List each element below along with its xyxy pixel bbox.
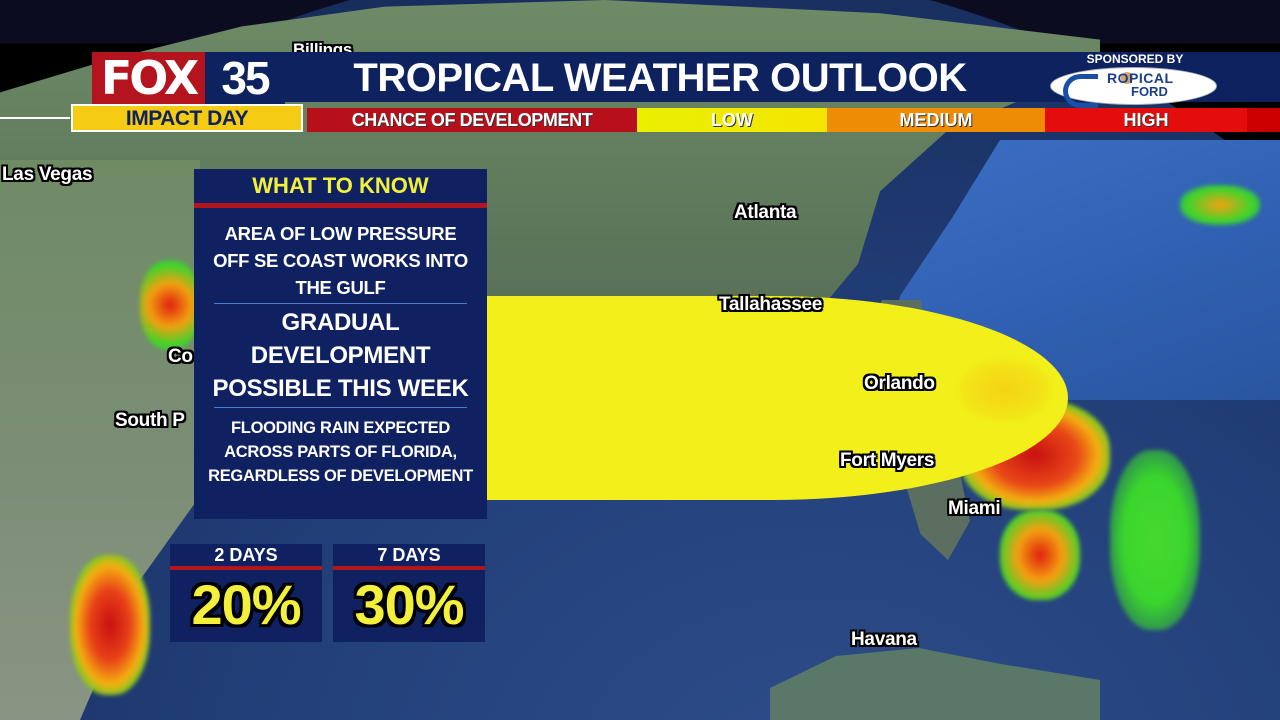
sponsor-logo-sun-icon — [1121, 72, 1133, 84]
header-accent-line — [0, 117, 70, 119]
scale-end-cap — [1247, 108, 1280, 132]
scale-level-medium: MEDIUM — [827, 108, 1045, 132]
station-logo-number: 35 — [205, 52, 285, 104]
impact-day-badge: IMPACT DAY — [71, 104, 303, 132]
know-item-low-pressure: AREA OF LOW PRESSURE OFF SE COAST WORKS … — [213, 223, 468, 298]
panel-divider — [214, 407, 467, 408]
radar-cell-south — [1000, 510, 1080, 600]
panel-divider-red — [194, 203, 487, 208]
odds-divider — [170, 566, 322, 570]
city-label-las-vegas: Las Vegas — [2, 164, 93, 185]
sponsor-logo-line2: FORD — [1131, 84, 1168, 99]
what-to-know-panel: WHAT TO KNOW AREA OF LOW PRESSURE OFF SE… — [194, 169, 487, 519]
odds-value: 30% — [354, 573, 464, 636]
city-label-fort-myers: Fort Myers — [840, 450, 935, 471]
sponsor-logo-line1: ROPICAL — [1107, 70, 1174, 86]
know-item-flooding: FLOODING RAIN EXPECTED ACROSS PARTS OF F… — [208, 419, 473, 485]
know-item-development: GRADUAL DEVELOPMENT POSSIBLE THIS WEEK — [212, 309, 469, 402]
odds-divider — [333, 566, 485, 570]
city-label-atlanta: Atlanta — [734, 202, 797, 223]
city-label-tallahassee: Tallahassee — [719, 294, 823, 315]
radar-in-cone — [960, 360, 1050, 420]
city-label-south-padre: South P — [115, 410, 185, 431]
page-title: TROPICAL WEATHER OUTLOOK — [353, 56, 967, 100]
city-label-orlando: Orlando — [864, 373, 935, 394]
sponsor-logo[interactable]: ROPICAL FORD — [1050, 67, 1217, 108]
odds-7-day: 7 DAYS 30% — [333, 544, 485, 642]
station-logo-fox: FOX — [92, 52, 205, 104]
development-scale-legend: CHANCE OF DEVELOPMENT LOW MEDIUM HIGH — [307, 108, 1280, 132]
radar-cell-texas — [140, 260, 200, 350]
radar-cell-northeast — [1180, 185, 1260, 225]
panel-heading: WHAT TO KNOW — [252, 173, 429, 198]
odds-2-day: 2 DAYS 20% — [170, 544, 322, 642]
city-label-miami: Miami — [948, 498, 1001, 519]
radar-cell-mexico — [70, 555, 150, 695]
sponsor-label: SPONSORED BY — [1086, 52, 1184, 66]
odds-period-label: 2 DAYS — [214, 545, 278, 565]
sponsor-logo-wave-icon — [1063, 74, 1098, 108]
radar-band-east — [1110, 450, 1200, 630]
city-label-corpus-christi: Co — [168, 346, 193, 367]
scale-level-low: LOW — [637, 108, 827, 132]
scale-level-high: HIGH — [1045, 108, 1247, 132]
city-label-havana: Havana — [851, 629, 917, 650]
panel-divider — [214, 303, 467, 304]
scale-label: CHANCE OF DEVELOPMENT — [307, 108, 637, 132]
odds-value: 20% — [191, 573, 301, 636]
odds-period-label: 7 DAYS — [377, 545, 441, 565]
